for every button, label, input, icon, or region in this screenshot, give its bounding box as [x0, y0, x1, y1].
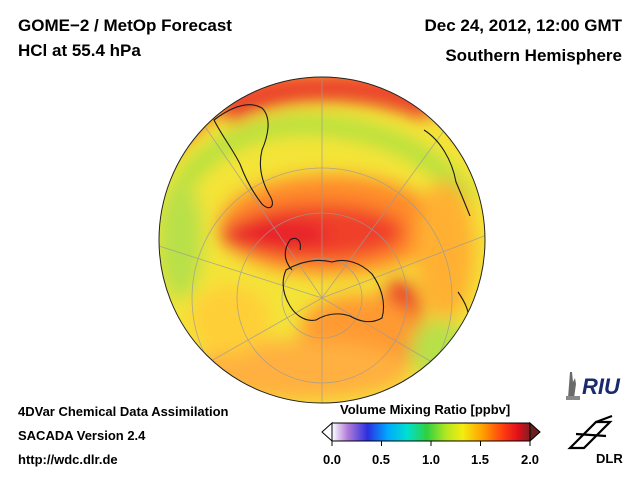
colorbar-tick: 0.0	[322, 452, 342, 467]
colorbar-tick: 0.5	[371, 452, 391, 467]
map-subtitle: HCl at 55.4 hPa	[18, 41, 141, 60]
footer-url[interactable]: http://wdc.dlr.de	[18, 452, 118, 467]
colorbar-title: Volume Mixing Ratio [ppbv]	[340, 402, 511, 417]
dlr-logo-text: DLR	[596, 451, 623, 466]
footer-assimilation: 4DVar Chemical Data Assimilation	[18, 404, 229, 419]
colorbar-tick: 1.5	[470, 452, 490, 467]
riu-logo-icon	[566, 372, 580, 400]
region-label: Southern Hemisphere	[445, 46, 622, 65]
riu-logo-text: RIU	[582, 374, 620, 399]
forecast-date: Dec 24, 2012, 12:00 GMT	[424, 16, 622, 35]
map-title: GOME−2 / MetOp Forecast	[18, 16, 232, 35]
colorbar-tick: 1.0	[421, 452, 441, 467]
colorbar	[321, 421, 541, 446]
dlr-logo-icon	[567, 414, 613, 450]
footer-version: SACADA Version 2.4	[18, 428, 146, 443]
colorbar-tick: 2.0	[520, 452, 540, 467]
